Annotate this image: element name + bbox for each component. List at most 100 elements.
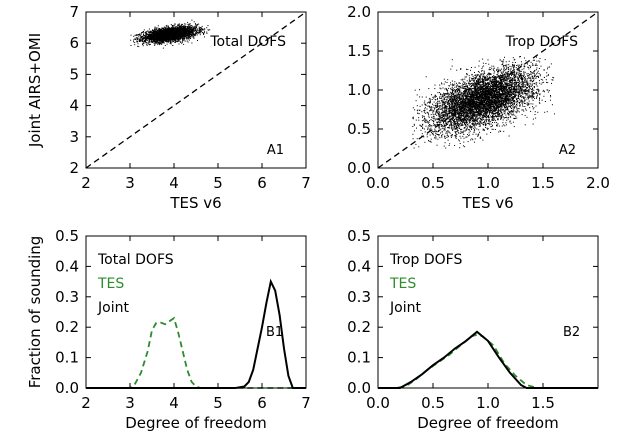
point xyxy=(533,72,535,74)
point xyxy=(193,21,195,23)
point xyxy=(453,107,455,109)
point xyxy=(142,42,144,44)
point xyxy=(203,33,204,35)
point xyxy=(458,126,460,128)
point xyxy=(177,24,179,26)
point xyxy=(177,37,179,39)
point xyxy=(483,71,485,73)
point xyxy=(449,96,451,98)
point xyxy=(449,97,451,99)
point xyxy=(195,27,196,29)
point xyxy=(195,29,197,31)
point xyxy=(158,35,160,37)
point xyxy=(436,118,438,120)
point xyxy=(192,30,194,32)
point xyxy=(191,42,193,44)
point xyxy=(529,76,531,78)
point xyxy=(444,107,446,109)
point xyxy=(157,25,159,27)
point xyxy=(471,138,473,140)
point xyxy=(180,35,182,37)
point xyxy=(155,32,157,34)
point xyxy=(183,26,185,28)
point xyxy=(136,36,138,38)
point xyxy=(183,25,185,27)
point xyxy=(136,34,137,36)
point xyxy=(162,42,164,44)
point xyxy=(158,30,159,32)
point xyxy=(187,21,189,23)
point xyxy=(178,27,180,29)
point xyxy=(149,30,151,32)
point xyxy=(505,104,507,106)
point xyxy=(183,33,185,35)
point xyxy=(152,41,154,43)
point xyxy=(502,71,504,73)
point xyxy=(175,27,177,29)
point xyxy=(162,39,164,41)
point xyxy=(189,31,191,33)
point xyxy=(441,103,443,105)
point xyxy=(468,121,470,123)
point xyxy=(435,138,437,140)
point xyxy=(150,33,152,35)
point xyxy=(447,108,449,110)
point xyxy=(513,111,515,113)
point xyxy=(471,126,473,128)
point xyxy=(180,26,182,28)
point xyxy=(166,43,168,45)
point xyxy=(177,33,179,35)
point xyxy=(530,110,532,112)
point xyxy=(144,40,146,42)
point xyxy=(494,82,496,84)
point xyxy=(194,26,196,28)
point xyxy=(181,42,183,44)
point xyxy=(153,40,155,42)
point xyxy=(187,29,189,31)
point xyxy=(174,23,176,25)
point xyxy=(162,41,164,43)
point xyxy=(164,36,166,38)
point xyxy=(483,91,485,93)
point xyxy=(191,34,193,36)
point xyxy=(151,41,152,42)
point xyxy=(154,29,156,31)
point xyxy=(170,33,171,35)
point xyxy=(151,30,153,32)
point xyxy=(182,36,184,37)
point xyxy=(202,28,204,30)
scatter-points xyxy=(130,19,211,49)
point xyxy=(526,79,528,81)
point xyxy=(172,32,173,34)
point xyxy=(194,23,196,25)
point xyxy=(516,104,517,105)
point xyxy=(209,29,211,31)
point xyxy=(182,30,184,32)
point xyxy=(158,36,159,38)
point xyxy=(164,34,166,36)
point xyxy=(155,38,157,40)
point xyxy=(496,107,498,109)
point xyxy=(191,33,193,35)
point xyxy=(188,33,190,35)
point xyxy=(489,76,491,78)
point xyxy=(179,32,181,34)
point xyxy=(172,34,174,36)
point xyxy=(511,84,513,86)
point xyxy=(165,29,167,31)
point xyxy=(162,36,164,38)
point xyxy=(156,39,158,41)
point xyxy=(181,29,183,31)
point xyxy=(166,36,168,38)
point xyxy=(171,40,173,42)
point xyxy=(200,31,202,33)
point xyxy=(513,95,515,97)
point xyxy=(168,39,169,41)
point xyxy=(167,27,169,29)
point xyxy=(491,65,493,67)
point xyxy=(181,24,183,26)
point xyxy=(133,41,135,43)
point xyxy=(155,35,156,37)
point xyxy=(181,41,183,43)
point xyxy=(152,38,154,40)
